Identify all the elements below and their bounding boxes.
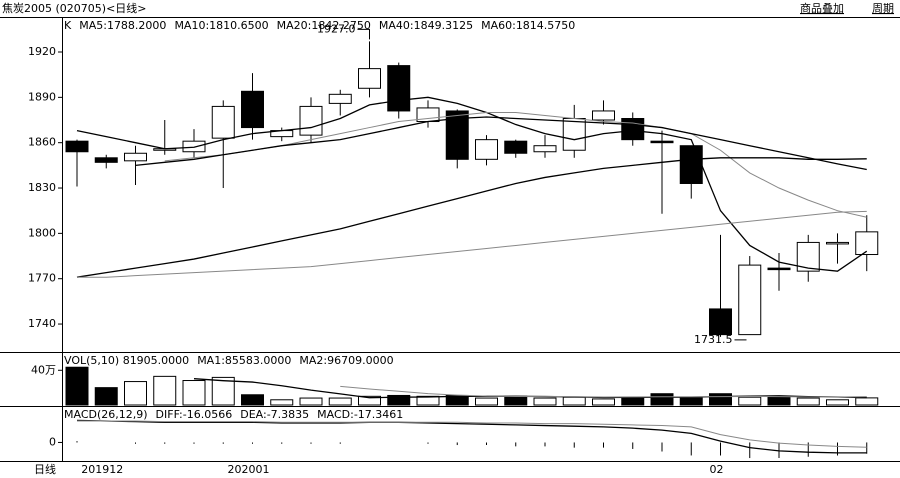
volume-bar: [504, 395, 528, 406]
legend-entry: MA10:1810.6500: [174, 19, 268, 32]
volume-bar: [826, 399, 849, 406]
volume-bar: [182, 380, 206, 406]
volume-bar: [533, 397, 557, 406]
candle-body: [855, 231, 879, 256]
y-tick-label: 1830: [28, 181, 56, 194]
candle-body: [826, 241, 849, 245]
candle-body: [475, 139, 498, 160]
volume-bar: [387, 394, 411, 406]
volume-bar: [65, 366, 89, 406]
volume-bar: [738, 396, 762, 406]
legend-entry: MACD:-17.3461: [317, 408, 403, 421]
x-tick-label: 202001: [228, 463, 270, 476]
legend-entry: MA40:1849.3125: [379, 19, 473, 32]
candle-body: [562, 118, 586, 151]
toolbar-button[interactable]: 周期: [872, 2, 894, 15]
volume-bar: [650, 393, 674, 406]
candle-body: [299, 105, 323, 136]
toolbar-button[interactable]: 商品叠加: [800, 1, 844, 15]
y-tick-label: 1860: [28, 136, 56, 149]
volume-bar: [855, 397, 879, 406]
legend-entry: MACD(26,12,9): [64, 408, 148, 421]
volume-bar: [211, 376, 235, 406]
legend-entry: MA5:1788.2000: [79, 19, 166, 32]
legend-entry: MA1:85583.0000: [197, 354, 291, 367]
candle-body: [211, 105, 235, 139]
legend-entry: MA20:1842.2750: [277, 19, 371, 32]
candle-body: [679, 145, 703, 184]
y-tick-label: 1890: [28, 90, 56, 103]
candle-body: [767, 267, 791, 271]
candle-body: [124, 152, 147, 162]
volume-bar: [124, 381, 147, 406]
x-tick-label: 201912: [81, 463, 123, 476]
legend-entry: K: [64, 19, 72, 32]
y-tick-label: 1770: [28, 272, 56, 285]
candle-body: [328, 93, 352, 104]
candle-body: [445, 110, 469, 160]
volume-bar: [94, 387, 118, 406]
legend-entry: DEA:-7.3835: [240, 408, 309, 421]
y-tick-label: 1740: [28, 317, 56, 330]
volume-bar: [153, 375, 177, 406]
candle-body: [650, 140, 674, 144]
y-tick-label: 40万: [31, 363, 56, 376]
candle-body: [738, 264, 762, 336]
window-title: 焦炭2005 (020705)<日线>: [2, 1, 147, 15]
volume-bar: [299, 397, 323, 406]
candle-body: [182, 140, 206, 153]
ma-line: [135, 116, 867, 171]
candle-body: [709, 308, 732, 336]
legend-entry: MA60:1814.5750: [481, 19, 575, 32]
candle-body: [65, 140, 89, 153]
ma-line: [77, 210, 867, 278]
ma-line: [76, 157, 867, 278]
candle-body: [621, 118, 645, 141]
candle-body: [94, 157, 118, 163]
candle-body: [533, 145, 557, 153]
volume-bar: [358, 395, 381, 406]
volume-bar: [767, 395, 791, 406]
legend-entry: DIFF:-16.0566: [156, 408, 233, 421]
volume-bar: [796, 397, 820, 406]
y-tick-label: 1800: [28, 226, 56, 239]
volume-bar: [475, 397, 498, 406]
legend-entry: MA2:96709.0000: [299, 354, 393, 367]
candle-body: [796, 241, 820, 272]
annotation-arrow: [357, 28, 370, 40]
ma-line: [76, 96, 868, 272]
volume-bar: [241, 394, 264, 406]
candle-body: [358, 68, 381, 89]
volume-bar: [270, 399, 294, 406]
volume-bar: [416, 395, 440, 406]
volume-bar: [592, 398, 615, 406]
y-tick-label: 0: [49, 435, 56, 448]
x-axis-label: 日线: [34, 462, 56, 476]
legend-entry: VOL(5,10) 81905.0000: [64, 354, 189, 367]
candle-body: [504, 140, 528, 154]
volume-bar: [709, 393, 732, 406]
volume-bar: [328, 397, 352, 406]
ma-line: [340, 385, 867, 398]
ma-line: [76, 419, 867, 454]
ma-line: [77, 420, 867, 448]
candle-body: [592, 110, 615, 121]
candle-body: [387, 65, 411, 112]
y-tick-label: 1920: [28, 45, 56, 58]
volume-bar: [621, 397, 645, 406]
volume-bar: [562, 396, 586, 406]
high-annotation: 1927.0: [317, 22, 356, 35]
volume-bar: [679, 397, 703, 406]
x-tick-label: 02: [710, 463, 724, 476]
low-annotation: 1731.5: [694, 333, 733, 346]
candle-body: [241, 90, 264, 129]
